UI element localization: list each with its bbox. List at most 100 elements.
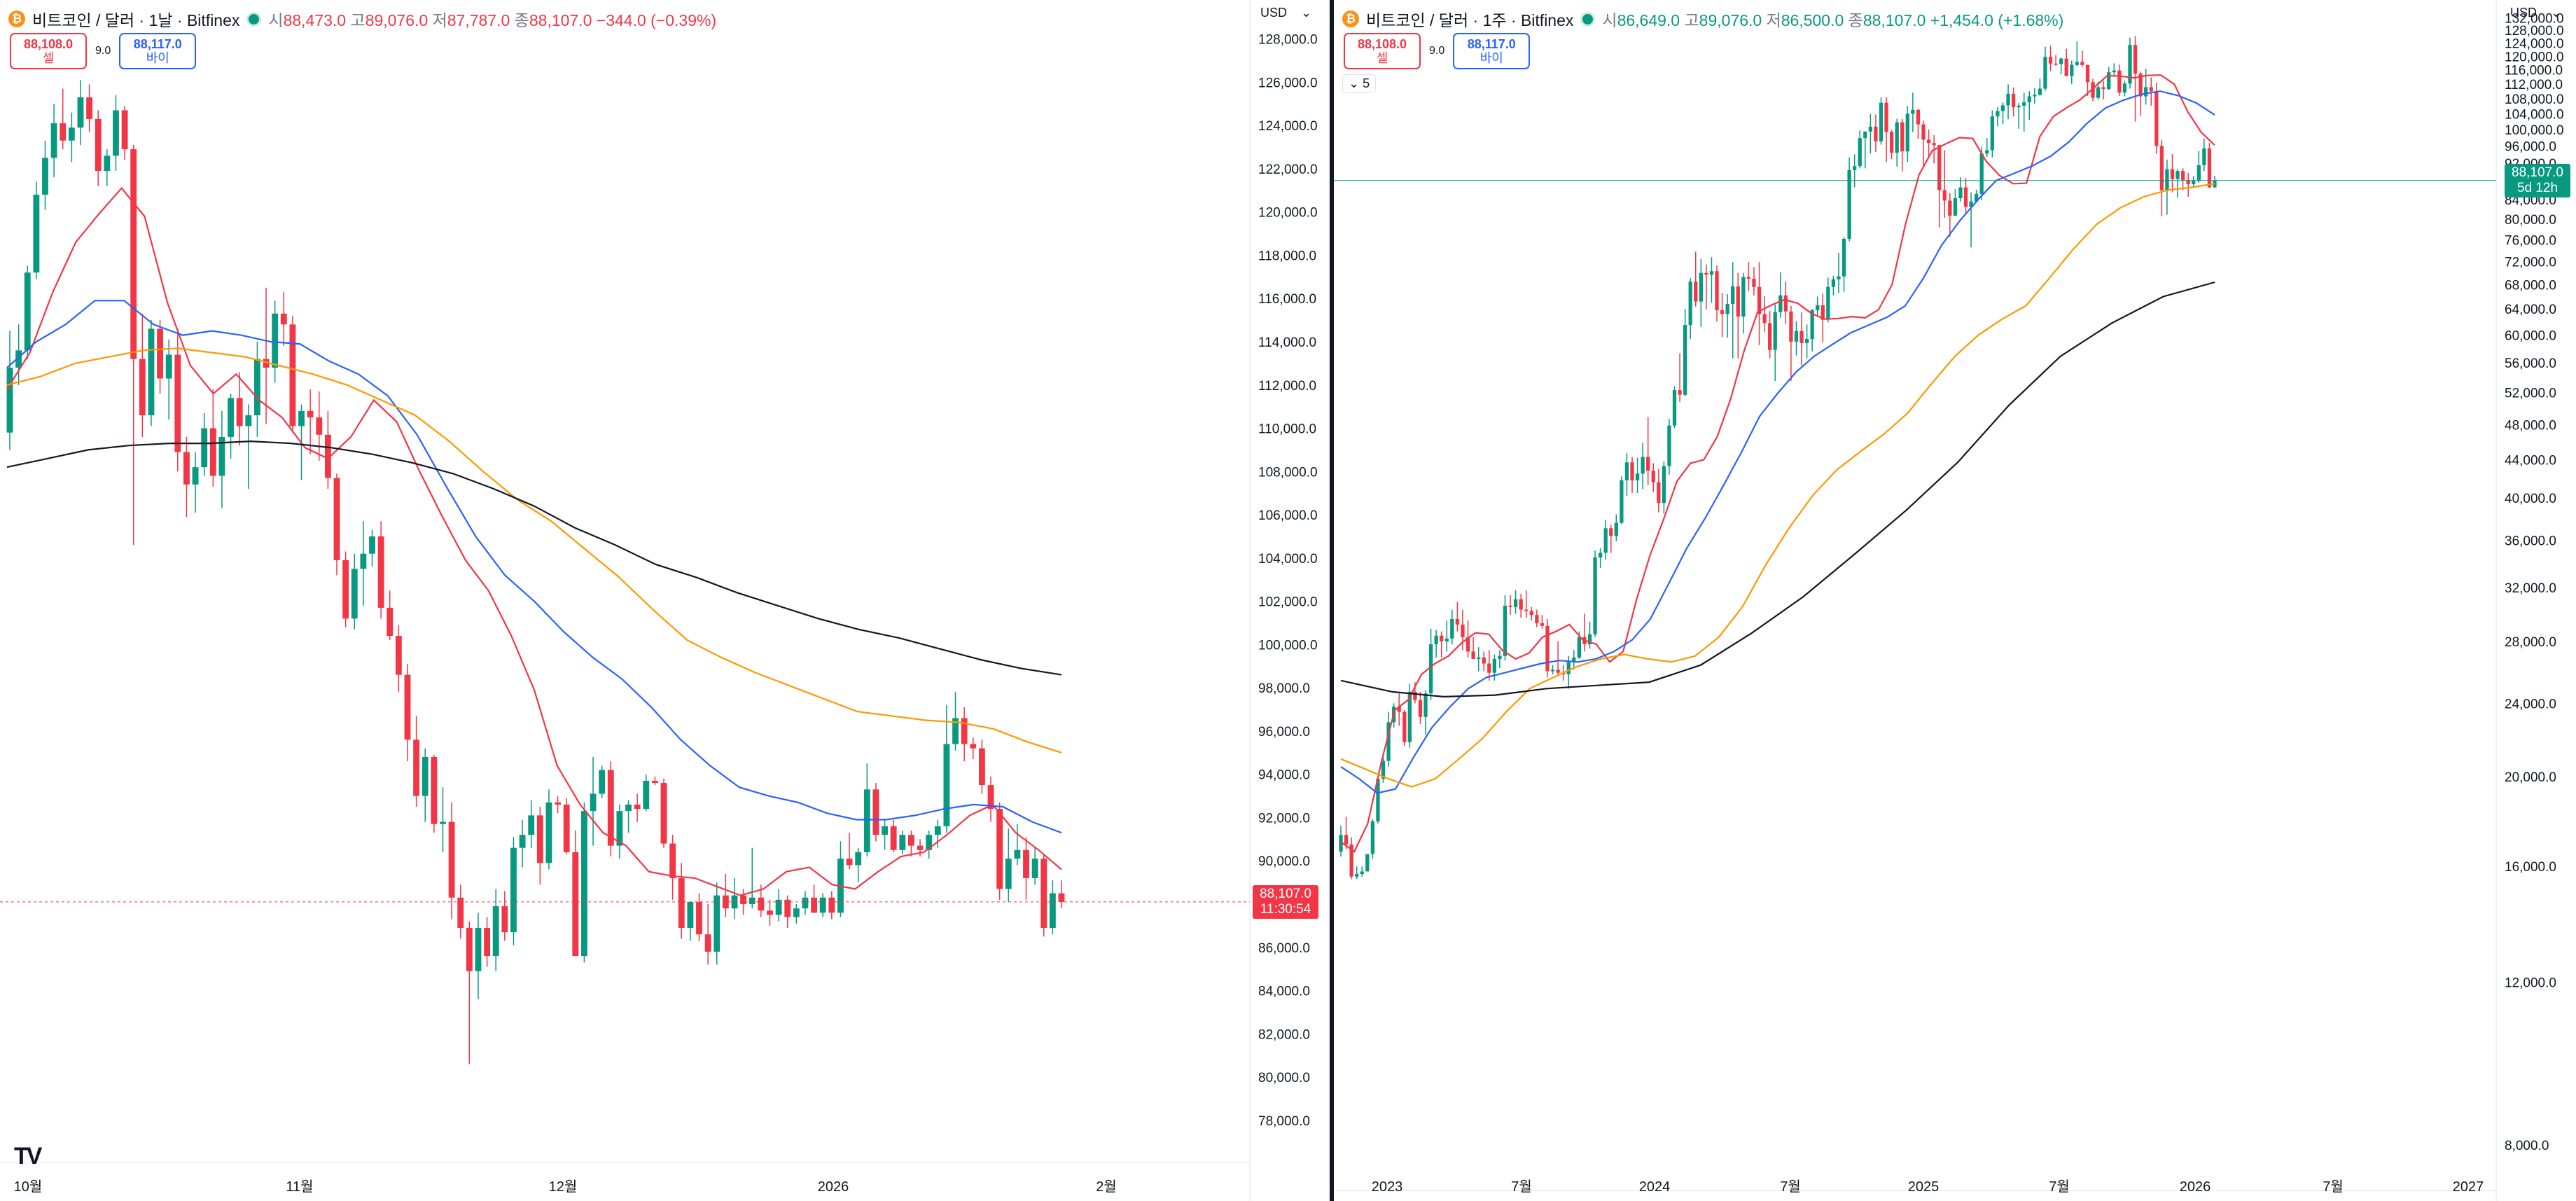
candle-body	[1905, 113, 1909, 152]
candle-body	[501, 906, 508, 933]
sell-button[interactable]: 88,108.0 셀	[10, 33, 87, 69]
candle-body	[855, 852, 862, 866]
indicators-toggle[interactable]: ⌄ 5	[1342, 74, 1377, 93]
price-axis-label: 108,000.0	[1258, 465, 1318, 480]
tradingview-logo-icon[interactable]: TV	[14, 1143, 42, 1169]
price-axis-label: 100,000.0	[1258, 638, 1318, 653]
candle-body	[952, 718, 959, 744]
candle-body	[1879, 102, 1884, 141]
weekly-candlestick-chart[interactable]: 8,000.0 12,000.0 16,000.0 20,000.0 24,000.0 2…	[1334, 0, 2576, 1201]
candle-body	[1058, 893, 1065, 902]
price-axis-label: 40,000.0	[2505, 492, 2556, 506]
symbol-title[interactable]: 비트코인 / 달러 · 1날 · Bitfinex	[32, 11, 240, 29]
candle-body	[687, 901, 694, 928]
price-axis-label: 128,000.0	[1258, 33, 1318, 48]
candle-body	[1911, 109, 1915, 114]
candle-body	[1535, 615, 1539, 623]
candle-body	[1699, 272, 1703, 302]
candle-body	[1969, 201, 1973, 207]
candle-body	[218, 436, 225, 476]
candle-body	[431, 756, 438, 824]
candle-body	[1688, 282, 1692, 326]
candle-body	[1529, 611, 1533, 616]
candle-body	[1031, 859, 1038, 878]
candle-body	[1837, 276, 1841, 279]
candle-body	[1397, 707, 1401, 712]
candle-body	[1773, 312, 1777, 350]
candle-body	[625, 804, 632, 812]
candle-body	[86, 97, 93, 119]
candle-body	[183, 452, 190, 485]
candle-body	[1355, 874, 1359, 877]
candle-body	[1524, 609, 1529, 611]
candle-body	[130, 149, 137, 359]
panel-divider[interactable]	[1330, 0, 1334, 1201]
candle-body	[1049, 893, 1056, 928]
candle-body	[926, 835, 933, 850]
candle-body	[24, 272, 31, 351]
price-axis-label: 20,000.0	[2505, 770, 2556, 785]
candle-body	[1694, 282, 1698, 302]
candle-body	[1942, 190, 1947, 201]
price-axis-label: 122,000.0	[1258, 162, 1318, 177]
bitcoin-icon: ₿	[1342, 11, 1359, 27]
candle-body	[1365, 854, 1370, 872]
candle-body	[1948, 200, 1952, 216]
price-axis-label: 94,000.0	[1258, 768, 1310, 783]
time-axis-label: 12월	[549, 1179, 578, 1195]
candle-body	[280, 313, 287, 325]
candle-body	[466, 927, 473, 971]
candle-body	[1842, 239, 1846, 277]
candle-body	[95, 118, 102, 171]
price-axis-label: 36,000.0	[2505, 534, 2556, 549]
candle-body	[811, 897, 818, 913]
candle-body	[2165, 169, 2169, 190]
candle-body	[2154, 91, 2159, 146]
candle-body	[68, 127, 75, 141]
candle-body	[1937, 145, 1942, 190]
candle-body	[970, 744, 977, 749]
currency-selector[interactable]: USD ⌄	[2510, 6, 2562, 20]
candle-body	[1550, 669, 1555, 672]
candle-body	[1657, 482, 1661, 504]
price-axis-label: 112,000.0	[2505, 78, 2563, 92]
candle-body	[1736, 286, 1740, 317]
sell-button[interactable]: 88,108.0 셀	[1344, 33, 1421, 69]
ohlc-values: 시88,473.0 고89,076.0 저87,787.0 종88,107.0 …	[268, 11, 717, 29]
candle-body	[475, 927, 482, 971]
candle-body	[882, 826, 888, 835]
candle-body	[1614, 522, 1618, 536]
candle-body	[413, 740, 420, 796]
candle-body	[1963, 187, 1968, 207]
chevron-down-icon: ⌄	[1349, 76, 1360, 90]
time-axis-label: 11월	[286, 1179, 313, 1195]
daily-chart-panel[interactable]: 78,000.0 80,000.0 82,000.0 84,000.0 86,000.0…	[0, 0, 1330, 1201]
candle-body	[1651, 471, 1655, 483]
candle-body	[157, 328, 163, 379]
bitcoin-icon: ₿	[8, 11, 25, 27]
price-axis-label: 90,000.0	[1258, 854, 1310, 869]
buy-button[interactable]: 88,117.0 바이	[119, 33, 197, 69]
candle-body	[758, 897, 765, 911]
candle-body	[1709, 271, 1714, 275]
weekly-chart-panel[interactable]: 8,000.0 12,000.0 16,000.0 20,000.0 24,000.0 2…	[1334, 0, 2576, 1201]
currency-selector[interactable]: USD ⌄	[1260, 6, 1312, 20]
candle-body	[1826, 286, 1830, 320]
candle-body	[1996, 111, 2000, 117]
daily-candlestick-chart[interactable]: 78,000.0 80,000.0 82,000.0 84,000.0 86,000.0…	[0, 0, 1330, 1201]
candle-body	[1752, 279, 1756, 287]
price-axis-label: 64,000.0	[2505, 303, 2556, 317]
candle-body	[15, 350, 22, 368]
candle-body	[1376, 778, 1380, 821]
buy-button[interactable]: 88,117.0 바이	[1453, 33, 1531, 69]
candle-body	[1799, 331, 1804, 343]
candle-body	[1040, 859, 1047, 928]
moving-average-line	[1340, 74, 2215, 853]
candle-body	[387, 607, 394, 637]
candle-body	[1678, 390, 1682, 395]
candle-body	[1926, 139, 1931, 144]
symbol-title[interactable]: 비트코인 / 달러 · 1주 · Bitfinex	[1366, 11, 1574, 29]
candle-body	[934, 826, 941, 835]
candle-body	[1874, 126, 1878, 141]
candle-body	[1794, 331, 1799, 342]
